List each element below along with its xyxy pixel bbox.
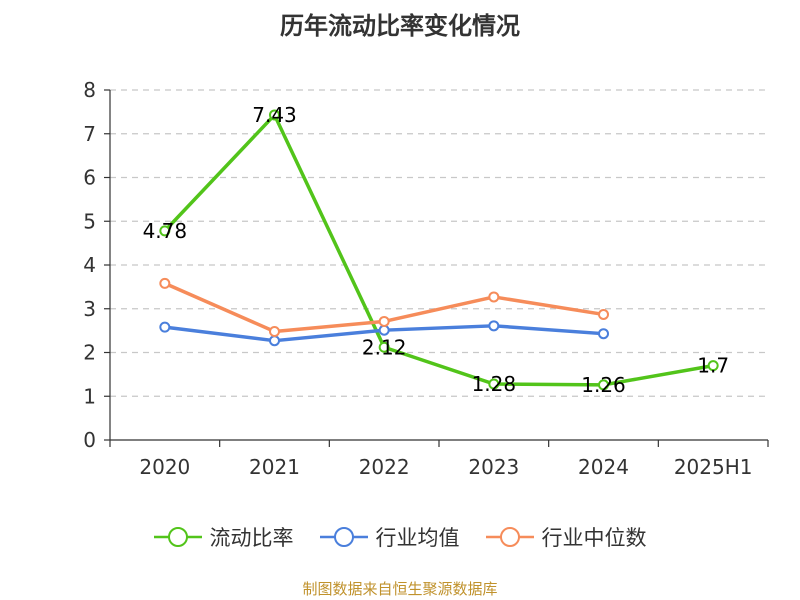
data-point <box>269 335 280 347</box>
data-point <box>378 324 390 336</box>
data-point <box>159 277 171 289</box>
y-tick-label: 6 <box>83 166 96 190</box>
data-point <box>598 328 609 340</box>
legend-label: 流动比率 <box>209 526 294 550</box>
data-point <box>488 378 500 390</box>
y-tick-label: 5 <box>83 209 96 233</box>
x-tick-label: 2021 <box>249 455 300 479</box>
data-label: 1.7 <box>697 354 729 378</box>
data-point <box>378 341 390 353</box>
legend-swatch-icon <box>153 527 202 547</box>
series-lines <box>163 113 715 387</box>
legend-swatch-icon <box>485 527 534 547</box>
y-tick-label: 7 <box>83 122 96 146</box>
data-point <box>159 225 171 237</box>
legend-label: 行业均值 <box>375 526 460 550</box>
data-point <box>159 321 171 333</box>
data-label: 4.78 <box>143 219 188 243</box>
legend-item[interactable]: 行业均值 <box>319 522 460 552</box>
data-point <box>269 109 280 121</box>
series-line-0 <box>163 113 715 387</box>
legend-swatch-icon <box>319 527 368 547</box>
data-point <box>378 315 390 327</box>
legend: 流动比率 行业均值 行业中位数 <box>0 522 800 552</box>
legend-label: 行业中位数 <box>541 526 647 550</box>
series-points <box>159 109 719 391</box>
source-note: 制图数据来自恒生聚源数据库 <box>302 580 498 598</box>
y-tick-label: 1 <box>83 384 96 408</box>
grid-lines <box>110 89 768 397</box>
data-label: 7.43 <box>252 103 297 127</box>
chart-title: 历年流动比率变化情况 <box>280 12 520 40</box>
x-tick-label: 2025H1 <box>674 455 753 479</box>
data-point <box>598 308 609 320</box>
y-tick-label: 0 <box>83 428 96 452</box>
data-label: 1.28 <box>472 372 517 396</box>
y-tick-label: 2 <box>83 341 96 365</box>
data-label: 1.26 <box>581 373 626 397</box>
x-tick-label: 2024 <box>578 455 629 479</box>
y-tick-label: 8 <box>83 78 96 102</box>
data-point <box>598 379 609 391</box>
x-tick-label: 2022 <box>359 455 410 479</box>
x-tick-label: 2023 <box>468 455 519 479</box>
data-point <box>488 291 500 303</box>
y-tick-label: 3 <box>83 297 96 321</box>
data-point <box>488 320 500 332</box>
legend-item[interactable]: 流动比率 <box>153 522 294 552</box>
legend-item[interactable]: 行业中位数 <box>485 522 647 552</box>
data-label: 2.12 <box>362 335 407 359</box>
data-labels: 4.78 7.43 2.12 1.28 1.26 1.7 <box>143 103 730 397</box>
data-point <box>707 360 719 372</box>
data-point <box>269 326 280 337</box>
x-tick-label: 2020 <box>139 455 190 479</box>
y-tick-label: 4 <box>83 253 96 277</box>
axes: 0 1 2 3 4 5 6 7 8 2020 2021 2022 2023 2024 2025H1 <box>83 78 769 479</box>
